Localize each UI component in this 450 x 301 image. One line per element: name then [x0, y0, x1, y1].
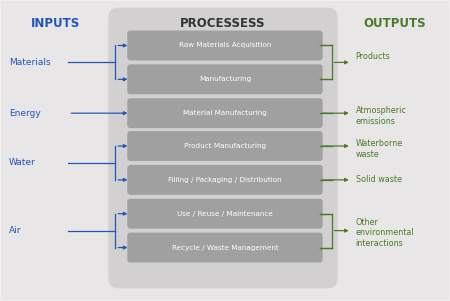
FancyBboxPatch shape [127, 131, 323, 161]
Text: Water: Water [9, 158, 36, 167]
Text: Waterborne
waste: Waterborne waste [356, 139, 403, 159]
FancyBboxPatch shape [127, 165, 323, 195]
Text: Energy: Energy [9, 109, 40, 118]
Text: Atmospheric
emissions: Atmospheric emissions [356, 107, 406, 126]
FancyBboxPatch shape [108, 8, 338, 288]
Text: Materials: Materials [9, 58, 50, 67]
FancyBboxPatch shape [127, 233, 323, 262]
FancyBboxPatch shape [127, 64, 323, 94]
Text: Manufacturing: Manufacturing [199, 76, 251, 82]
Text: Air: Air [9, 226, 21, 235]
Text: PROCESSESS: PROCESSESS [180, 17, 266, 29]
Text: Use / Reuse / Maintenance: Use / Reuse / Maintenance [177, 211, 273, 217]
Text: Product Manufacturing: Product Manufacturing [184, 143, 266, 149]
FancyBboxPatch shape [127, 98, 323, 128]
Text: OUTPUTS: OUTPUTS [363, 17, 426, 29]
Text: INPUTS: INPUTS [31, 17, 80, 29]
Text: Solid waste: Solid waste [356, 175, 401, 185]
Text: Filling / Packaging / Distribution: Filling / Packaging / Distribution [168, 177, 282, 183]
FancyBboxPatch shape [127, 31, 323, 61]
Text: Recycle / Waste Management: Recycle / Waste Management [171, 244, 279, 250]
Text: Raw Materials Acquisition: Raw Materials Acquisition [179, 42, 271, 48]
Text: Material Manufacturing: Material Manufacturing [183, 110, 267, 116]
FancyBboxPatch shape [127, 199, 323, 229]
Text: Products: Products [356, 52, 390, 61]
Text: Other
environmental
interactions: Other environmental interactions [356, 218, 414, 247]
